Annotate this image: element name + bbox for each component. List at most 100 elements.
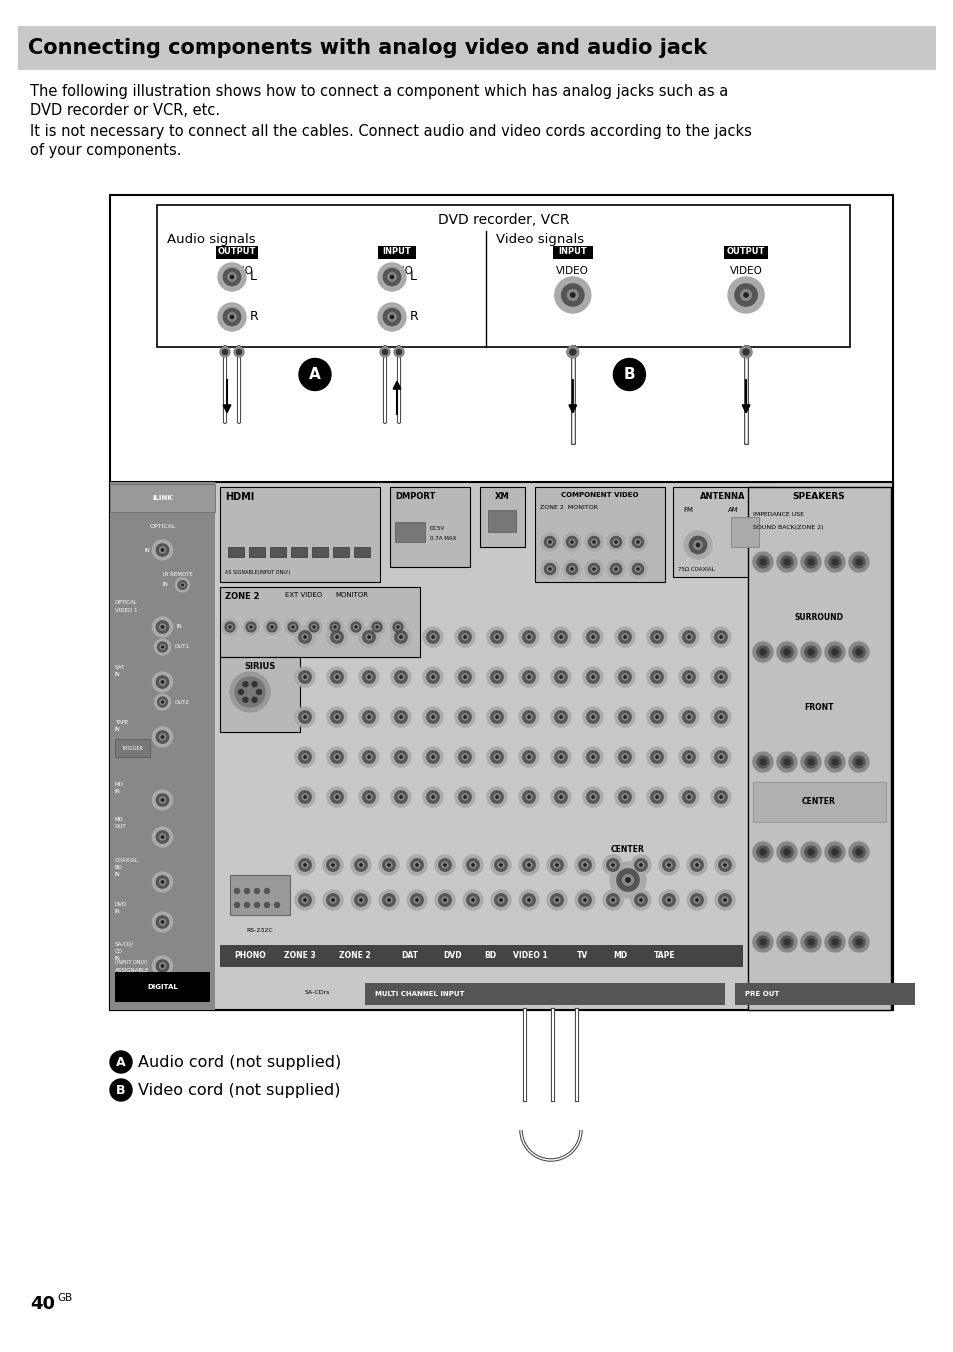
- Circle shape: [569, 539, 574, 545]
- Circle shape: [781, 846, 792, 859]
- Circle shape: [757, 936, 768, 948]
- Circle shape: [386, 896, 392, 903]
- Circle shape: [807, 758, 813, 765]
- Circle shape: [591, 635, 594, 638]
- Circle shape: [491, 890, 511, 910]
- Text: DVD recorder, VCR: DVD recorder, VCR: [437, 214, 569, 227]
- Circle shape: [294, 627, 314, 648]
- Circle shape: [637, 568, 639, 571]
- Circle shape: [458, 671, 471, 683]
- Circle shape: [458, 750, 471, 763]
- Circle shape: [801, 932, 821, 952]
- Bar: [249, 548, 265, 557]
- Circle shape: [432, 676, 434, 679]
- Circle shape: [159, 548, 165, 553]
- Circle shape: [586, 791, 598, 803]
- Circle shape: [390, 619, 406, 635]
- Circle shape: [757, 756, 768, 768]
- Circle shape: [218, 264, 246, 291]
- Circle shape: [518, 854, 538, 875]
- Bar: [730, 516, 759, 548]
- Circle shape: [632, 537, 643, 548]
- Text: Audio cord (not supplied): Audio cord (not supplied): [138, 1055, 341, 1069]
- Circle shape: [807, 940, 813, 945]
- Circle shape: [718, 754, 723, 760]
- Circle shape: [615, 748, 635, 767]
- Circle shape: [639, 899, 641, 902]
- Circle shape: [570, 568, 573, 571]
- Circle shape: [180, 583, 185, 587]
- Circle shape: [461, 794, 468, 800]
- Text: IN: IN: [176, 625, 182, 630]
- Circle shape: [548, 568, 551, 571]
- Circle shape: [720, 676, 721, 679]
- Circle shape: [639, 864, 641, 867]
- Circle shape: [591, 796, 594, 798]
- Bar: [752, 781, 885, 822]
- Circle shape: [723, 899, 725, 902]
- Circle shape: [390, 276, 394, 279]
- Circle shape: [628, 560, 646, 579]
- Text: XM: XM: [494, 492, 509, 502]
- Circle shape: [589, 794, 596, 800]
- Circle shape: [159, 919, 165, 925]
- Circle shape: [610, 564, 621, 575]
- Circle shape: [783, 940, 789, 945]
- Circle shape: [334, 714, 339, 721]
- Circle shape: [382, 350, 387, 354]
- Circle shape: [615, 707, 635, 727]
- Circle shape: [615, 627, 635, 648]
- Circle shape: [558, 794, 563, 800]
- Circle shape: [463, 756, 466, 758]
- Circle shape: [223, 308, 240, 326]
- Circle shape: [591, 756, 594, 758]
- Circle shape: [611, 899, 614, 902]
- Bar: [228, 548, 244, 557]
- Circle shape: [229, 626, 231, 627]
- Circle shape: [807, 649, 813, 654]
- Text: TRIGGER: TRIGGER: [121, 746, 143, 752]
- Circle shape: [618, 631, 631, 644]
- Circle shape: [665, 863, 671, 868]
- Circle shape: [302, 754, 308, 760]
- Circle shape: [801, 842, 821, 863]
- Circle shape: [525, 634, 532, 639]
- Circle shape: [720, 635, 721, 638]
- Text: TAPE: TAPE: [654, 952, 675, 960]
- Circle shape: [466, 894, 478, 906]
- Circle shape: [432, 756, 434, 758]
- Circle shape: [567, 289, 578, 300]
- Circle shape: [372, 622, 381, 631]
- Circle shape: [422, 627, 442, 648]
- Circle shape: [828, 646, 841, 658]
- Text: MD: MD: [115, 781, 124, 787]
- Circle shape: [256, 690, 261, 695]
- Circle shape: [687, 635, 689, 638]
- Circle shape: [362, 750, 375, 763]
- Circle shape: [714, 671, 726, 683]
- Circle shape: [522, 859, 535, 871]
- Circle shape: [332, 899, 334, 902]
- Circle shape: [718, 714, 723, 721]
- Circle shape: [357, 896, 364, 903]
- Circle shape: [804, 756, 816, 768]
- Circle shape: [828, 556, 841, 568]
- Circle shape: [496, 635, 497, 638]
- Circle shape: [490, 671, 502, 683]
- Circle shape: [351, 854, 371, 875]
- Circle shape: [718, 794, 723, 800]
- Circle shape: [852, 646, 864, 658]
- Circle shape: [470, 896, 476, 903]
- Circle shape: [783, 849, 789, 854]
- Circle shape: [615, 787, 635, 807]
- Circle shape: [555, 277, 590, 314]
- Circle shape: [327, 707, 347, 727]
- Bar: [220, 587, 419, 657]
- Circle shape: [525, 896, 532, 903]
- Bar: [723, 246, 767, 258]
- Circle shape: [615, 568, 617, 571]
- Circle shape: [714, 854, 734, 875]
- Circle shape: [435, 854, 455, 875]
- Bar: [270, 548, 286, 557]
- Circle shape: [518, 707, 538, 727]
